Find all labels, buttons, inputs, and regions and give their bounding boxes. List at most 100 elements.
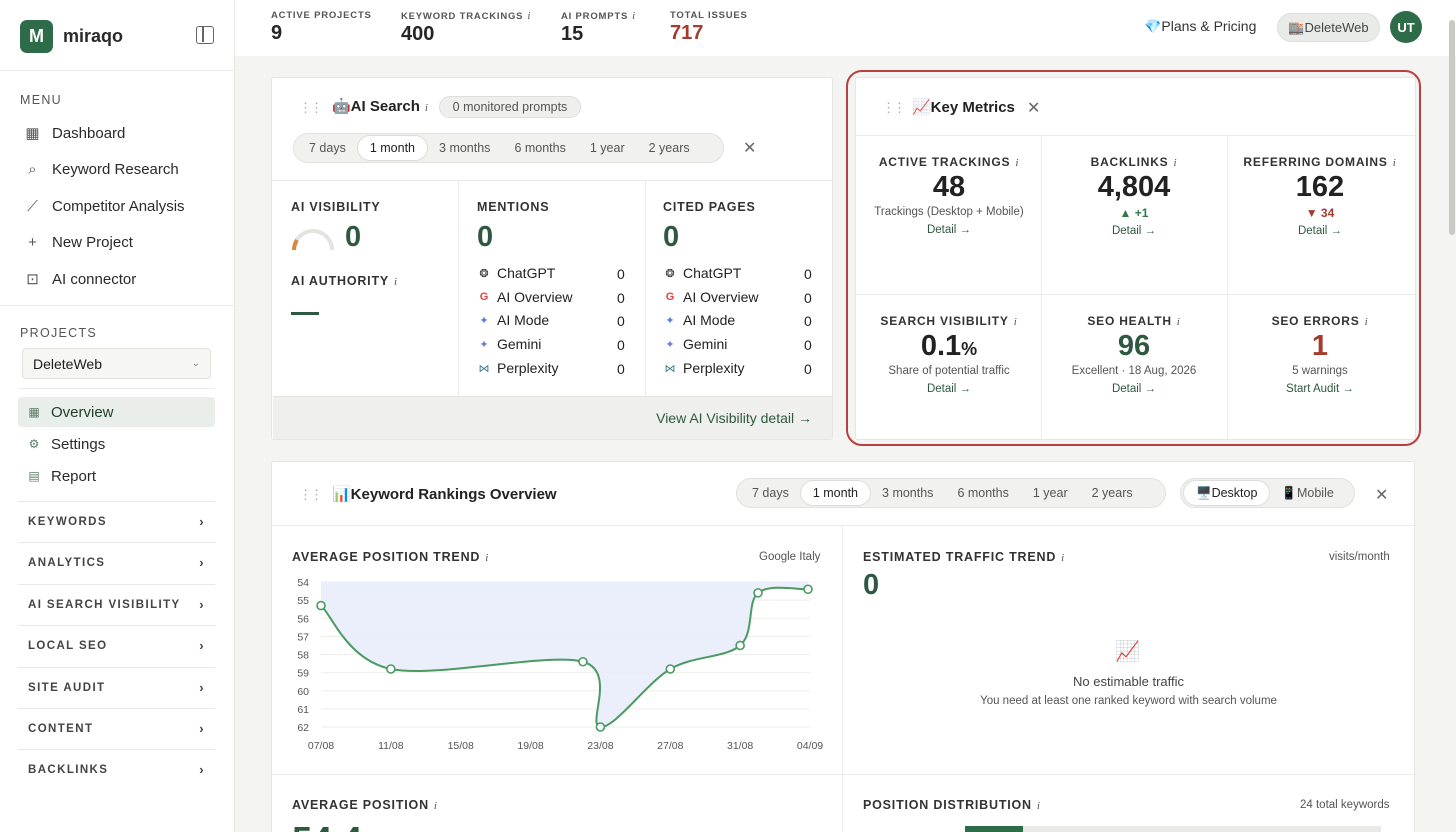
- source-value: 0: [617, 290, 625, 306]
- card-title: 📈Key Metrics: [912, 99, 1015, 116]
- info-icon[interactable]: i: [527, 10, 532, 22]
- nav-competitor-analysis[interactable]: ⟋ Competitor Analysis: [24, 194, 184, 218]
- project-switch-button[interactable]: 🏬DeleteWeb: [1277, 13, 1380, 42]
- sidebar-item-report[interactable]: ▤ Report: [18, 461, 215, 491]
- info-icon[interactable]: i: [485, 552, 490, 564]
- projects-heading: PROJECTS: [20, 326, 98, 340]
- position-distribution-label-text: POSITION DISTRIBUTION: [863, 798, 1032, 812]
- sidebar-item-settings[interactable]: ⚙ Settings: [18, 429, 215, 459]
- group-backlinks[interactable]: BACKLINKS ›: [18, 749, 215, 789]
- ai-search-card: ⋮⋮ 🤖AI Search i 0 monitored prompts 7 day…: [271, 77, 833, 440]
- divider: [856, 135, 1415, 136]
- card-title: 🤖AI Search i: [332, 97, 428, 115]
- group-local-seo[interactable]: LOCAL SEO ›: [18, 625, 215, 665]
- info-icon[interactable]: i: [433, 800, 438, 812]
- range-selector: 7 days 1 month 3 months 6 months 1 year …: [736, 478, 1166, 508]
- range-option-active[interactable]: 1 month: [800, 481, 871, 505]
- divider: [1227, 136, 1228, 440]
- drag-handle-icon[interactable]: ⋮⋮: [299, 487, 323, 502]
- sidebar-item-overview[interactable]: ▦ Overview: [18, 397, 215, 427]
- range-option[interactable]: 6 months: [514, 141, 566, 155]
- metric-sub: 5 warnings: [1292, 365, 1348, 377]
- device-desktop[interactable]: 🖥️Desktop: [1184, 481, 1270, 505]
- close-icon[interactable]: ✕: [1027, 100, 1041, 117]
- range-option[interactable]: 2 years: [648, 141, 690, 155]
- group-keywords[interactable]: KEYWORDS ›: [18, 501, 215, 541]
- range-option[interactable]: 2 years: [1091, 486, 1133, 500]
- close-icon[interactable]: ✕: [743, 140, 757, 157]
- device-mobile[interactable]: 📱Mobile: [1281, 485, 1334, 500]
- distribution-total: 24 total keywords: [1300, 799, 1390, 811]
- info-icon[interactable]: i: [1173, 157, 1178, 169]
- sidebar-toggle-icon[interactable]: [196, 26, 214, 44]
- sidebar-item-label: Settings: [51, 435, 106, 453]
- group-ai-search-visibility[interactable]: AI SEARCH VISIBILITY ›: [18, 584, 215, 624]
- metric-label-text: SEO ERRORS: [1271, 314, 1360, 328]
- info-icon[interactable]: i: [1392, 157, 1397, 169]
- file-icon: ▤: [28, 469, 40, 483]
- drag-handle-icon[interactable]: ⋮⋮: [882, 100, 906, 115]
- stat-total-issues[interactable]: TOTAL ISSUES 717: [670, 10, 748, 45]
- range-option[interactable]: 1 year: [589, 141, 625, 155]
- info-icon[interactable]: i: [1013, 316, 1018, 328]
- info-icon[interactable]: i: [394, 276, 398, 288]
- plans-pricing-link[interactable]: 💎Plans & Pricing: [1144, 18, 1257, 34]
- info-icon[interactable]: i: [1036, 800, 1041, 812]
- avg-position-chart: 54 55 56 57 58 59 60 61 62 07/08 11/08 15/08 19/08 23…: [297, 577, 823, 752]
- source-name: AI Mode: [683, 312, 736, 328]
- metric-change-down: ▼ 34: [1305, 206, 1335, 220]
- metric-detail-link[interactable]: Detail →: [1111, 225, 1157, 237]
- cited-row-ai-mode: ✦ AI Mode: [663, 312, 735, 328]
- divider: [1041, 136, 1042, 440]
- group-site-audit[interactable]: SITE AUDIT ›: [18, 667, 215, 707]
- range-option[interactable]: 6 months: [957, 486, 1009, 500]
- start-audit-link[interactable]: Start Audit →: [1286, 383, 1354, 395]
- scrollbar[interactable]: [1449, 20, 1455, 235]
- sidebar-item-label: Report: [51, 467, 97, 485]
- cited-pages-label: CITED PAGES: [663, 200, 756, 214]
- range-option[interactable]: 7 days: [309, 141, 346, 155]
- sidebar: M miraqo MENU ▦ Dashboard ⌕ Keyword Resear…: [0, 0, 235, 832]
- nav-dashboard[interactable]: ▦ Dashboard: [24, 121, 125, 145]
- y-tick-label: 60: [297, 686, 309, 698]
- range-option[interactable]: 1 year: [1032, 486, 1068, 500]
- metric-detail-link[interactable]: Detail →: [926, 383, 972, 395]
- source-name: ChatGPT: [683, 265, 742, 281]
- nav-new-project[interactable]: + New Project: [24, 230, 133, 254]
- info-icon[interactable]: i: [1176, 316, 1181, 328]
- info-icon[interactable]: i: [1364, 316, 1369, 328]
- nav-ai-connector[interactable]: ⊡ AI connector: [24, 267, 136, 291]
- metric-sub: Share of potential traffic: [888, 365, 1010, 377]
- info-icon[interactable]: i: [424, 102, 428, 114]
- info-icon[interactable]: i: [1061, 552, 1066, 564]
- metric-detail-link[interactable]: Detail →: [1111, 383, 1157, 395]
- range-option-active[interactable]: 1 month: [357, 136, 428, 160]
- data-point: [386, 664, 396, 674]
- brand[interactable]: M miraqo: [20, 19, 123, 53]
- chevron-right-icon: ›: [199, 514, 205, 529]
- metric-detail-link[interactable]: Detail →: [926, 224, 972, 236]
- metric-detail-link[interactable]: Detail →: [1297, 225, 1343, 237]
- range-option[interactable]: 7 days: [752, 486, 789, 500]
- source-name: AI Overview: [683, 289, 759, 305]
- avatar[interactable]: UT: [1390, 11, 1422, 43]
- group-analytics[interactable]: ANALYTICS ›: [18, 542, 215, 582]
- project-select[interactable]: DeleteWeb ⌄: [22, 348, 211, 379]
- info-icon[interactable]: i: [1015, 157, 1020, 169]
- card-title-text: 🤖AI Search: [332, 98, 420, 115]
- range-option[interactable]: 3 months: [439, 141, 491, 155]
- ai-visibility-detail-link[interactable]: View AI Visibility detail →: [656, 410, 812, 426]
- close-icon[interactable]: ✕: [1375, 487, 1389, 504]
- nav-keyword-research[interactable]: ⌕ Keyword Research: [24, 157, 178, 181]
- logo: M: [20, 19, 53, 53]
- x-tick-label: 07/08: [308, 740, 334, 752]
- drag-handle-icon[interactable]: ⋮⋮: [299, 100, 323, 115]
- project-select-value: DeleteWeb: [33, 355, 103, 372]
- group-content[interactable]: CONTENT ›: [18, 708, 215, 748]
- metric-label-text: SEARCH VISIBILITY: [880, 314, 1009, 328]
- metric-seo-health: SEO HEALTH i 96 Excellent · 18 Aug, 2026 …: [1052, 314, 1216, 395]
- traffic-value: 0: [863, 569, 880, 601]
- range-option[interactable]: 3 months: [882, 486, 934, 500]
- info-icon[interactable]: i: [632, 10, 636, 22]
- metric-value: 1: [1311, 330, 1329, 362]
